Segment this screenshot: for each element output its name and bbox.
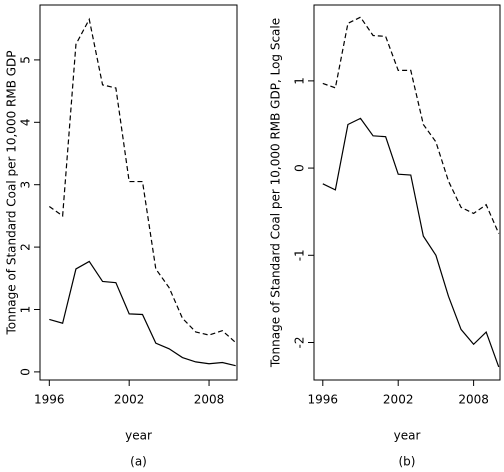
x-tick-label: 2008: [458, 393, 489, 407]
x-axis-label: year: [394, 429, 421, 443]
y-tick-label: 3: [19, 181, 33, 189]
series-line: [322, 117, 500, 368]
y-tick-label: 1: [19, 306, 33, 314]
y-axis-label: Tonnage of Standard Coal per 10,000 RMB …: [269, 18, 283, 368]
series-line: [49, 260, 236, 367]
x-tick-label: 2002: [114, 393, 145, 407]
y-tick-label: 2: [19, 243, 33, 251]
panel-caption: (a): [130, 455, 147, 469]
plot-frame: [39, 4, 238, 381]
y-tick-label: -2: [293, 337, 307, 349]
y-tick-label: 5: [19, 56, 33, 64]
y-tick-label: -1: [293, 249, 307, 261]
x-tick-label: 1996: [308, 393, 339, 407]
series-line: [322, 16, 500, 234]
x-tick-label: 2002: [383, 393, 414, 407]
y-tick-label: 0: [293, 164, 307, 172]
series-line: [48, 17, 237, 344]
x-axis-label: year: [125, 429, 152, 443]
y-axis-label: Tonnage of Standard Coal per 10,000 RMB …: [5, 50, 19, 335]
plot-frame: [313, 4, 501, 381]
y-tick-label: 1: [293, 77, 307, 85]
y-tick-label: 4: [19, 118, 33, 126]
x-tick-label: 1996: [34, 393, 65, 407]
x-tick-label: 2008: [194, 393, 225, 407]
panel-caption: (b): [399, 455, 416, 469]
y-tick-label: 0: [19, 368, 33, 376]
